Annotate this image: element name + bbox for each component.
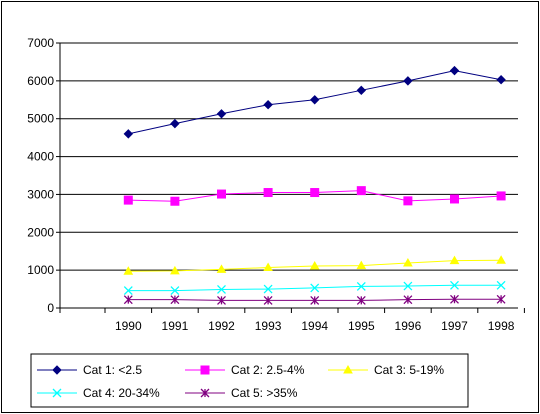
- y-tick-label: 1000: [27, 263, 54, 277]
- data-point: [310, 295, 320, 305]
- legend-label: Cat 1: <2.5: [83, 363, 142, 377]
- data-point: [216, 264, 227, 273]
- data-point: [496, 280, 506, 290]
- data-point: [450, 194, 459, 204]
- data-point: [403, 196, 413, 206]
- data-point: [263, 100, 273, 110]
- legend-box: [30, 353, 469, 408]
- data-point: [450, 280, 459, 290]
- legend-label: Cat 4: 20-34%: [83, 386, 160, 400]
- y-tick-label: 5000: [27, 112, 54, 126]
- data-point: [496, 255, 506, 264]
- data-point: [123, 266, 134, 275]
- data-point: [123, 286, 133, 296]
- x-tick-label: 1990: [115, 319, 142, 333]
- legend-label: Cat 2: 2.5-4%: [231, 363, 305, 377]
- y-tick-label: 2000: [27, 225, 54, 239]
- legend-marker: [52, 365, 62, 375]
- data-point: [356, 260, 367, 270]
- data-point: [170, 196, 180, 206]
- data-point: [263, 262, 273, 271]
- legend-marker: [52, 388, 62, 398]
- legend-marker: [200, 388, 210, 398]
- legend-label: Cat 5: >35%: [231, 386, 298, 400]
- data-point: [170, 265, 180, 275]
- x-tick-label: 1998: [488, 319, 515, 333]
- data-point: [217, 284, 226, 294]
- data-point: [356, 85, 367, 96]
- legend-marker: [200, 365, 210, 375]
- data-point: [217, 295, 226, 305]
- data-point: [309, 95, 320, 105]
- data-point: [263, 284, 273, 294]
- series-group: [123, 65, 506, 305]
- data-point: [449, 255, 460, 265]
- data-point: [449, 65, 460, 76]
- data-point: [356, 295, 366, 305]
- data-point: [170, 295, 180, 305]
- data-point: [170, 118, 180, 129]
- x-tick-label: 1996: [395, 319, 422, 333]
- data-point: [310, 188, 320, 198]
- data-point: [170, 286, 180, 296]
- x-tick-label: 1991: [162, 319, 189, 333]
- legend: Cat 1: <2.5 Cat 2: 2.5-4% Cat 3: 5-19% Cat …: [30, 353, 469, 408]
- data-point: [310, 283, 320, 293]
- data-point: [123, 129, 134, 139]
- x-tick-label: 1993: [255, 319, 282, 333]
- data-point: [217, 189, 226, 199]
- data-point: [123, 195, 133, 205]
- data-point: [263, 295, 273, 305]
- x-tick-label: 1994: [301, 319, 328, 333]
- legend-marker: [343, 364, 353, 374]
- x-axis-tick-labels: 1990 1991 1992 1993 1994 1995 1996 1997 1998: [115, 319, 515, 333]
- legend-label: Cat 3: 5-19%: [374, 363, 444, 377]
- data-point: [403, 76, 413, 86]
- data-point: [263, 188, 273, 198]
- data-point: [496, 294, 506, 304]
- data-point: [403, 257, 413, 267]
- data-point: [356, 186, 366, 196]
- data-point: [123, 295, 133, 305]
- y-tick-label: 6000: [27, 74, 54, 88]
- data-point: [496, 75, 506, 85]
- x-tick-label: 1992: [208, 319, 235, 333]
- x-tick-label: 1997: [441, 319, 468, 333]
- data-point: [450, 294, 459, 304]
- data-point: [403, 295, 413, 305]
- data-point: [309, 260, 320, 270]
- y-tick-label: 3000: [27, 187, 54, 201]
- axes: [59, 43, 525, 313]
- y-tick-label: 0: [47, 301, 54, 315]
- gridlines: [56, 42, 518, 309]
- y-tick-label: 4000: [27, 150, 54, 164]
- data-point: [403, 281, 413, 291]
- y-axis-tick-labels: 0 1000 2000 3000 4000 5000 6000 7000: [27, 36, 54, 315]
- y-tick-label: 7000: [27, 36, 54, 50]
- x-tick-label: 1995: [348, 319, 375, 333]
- data-point: [216, 109, 227, 119]
- data-point: [496, 191, 506, 201]
- data-point: [356, 281, 366, 291]
